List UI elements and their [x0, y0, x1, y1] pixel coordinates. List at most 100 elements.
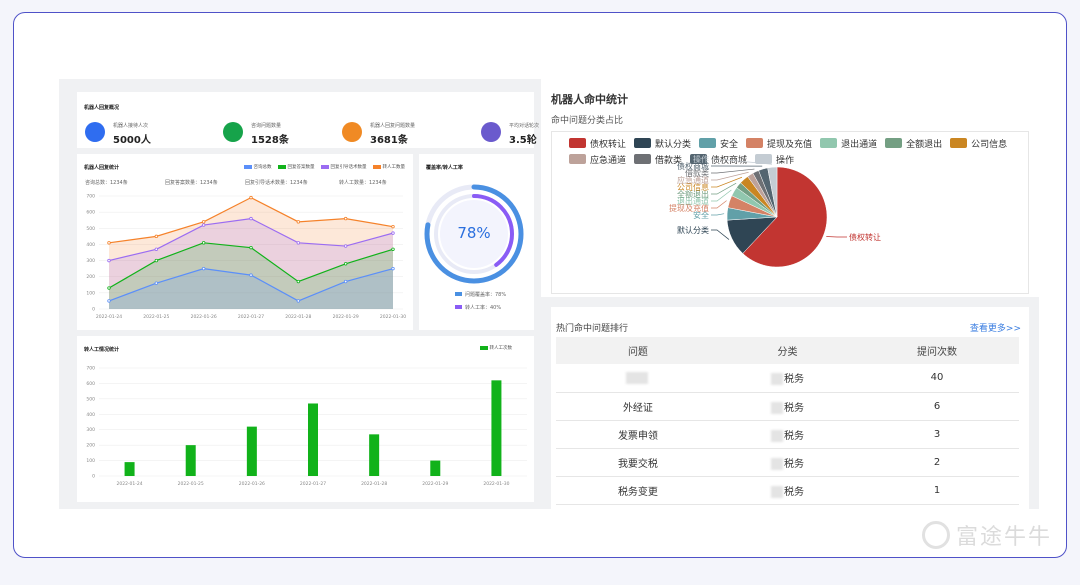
ranking-table: 问题 分类 提问次数 税务 40 外经证 税务 6 发票申领 税务 3 我要交税 税务 2 税务变更税…: [556, 337, 1019, 505]
pie-legend-item[interactable]: 默认分类: [634, 137, 691, 150]
pie-label: 债权商城: [677, 161, 709, 171]
x-tick-label: 2022-01-29: [333, 314, 359, 320]
reply-area-chart: 0 100 200 300 400 500 600 700 2022-01-24 2022-01-…: [86, 194, 406, 321]
data-point: [154, 258, 159, 263]
category-cell: 税务: [719, 364, 856, 393]
y-tick-label: 500: [86, 226, 95, 232]
pie-legend-item[interactable]: 安全: [699, 137, 738, 150]
coverage-legend-2: 转人工率：40%: [455, 304, 501, 311]
pie-legend-item[interactable]: 借款类: [634, 153, 682, 166]
pie-legend-item[interactable]: 应急通道: [569, 153, 626, 166]
table-row[interactable]: 税务 40: [556, 364, 1019, 393]
pie-label: 安全: [693, 210, 709, 220]
overview-label: 机器人接待人次: [113, 123, 149, 129]
bar: [124, 462, 135, 476]
view-more-link[interactable]: 查看更多>>: [969, 324, 1021, 334]
data-point: [296, 279, 301, 284]
header-question: 问题: [556, 337, 720, 364]
pie-label: 默认分类: [677, 225, 709, 235]
pie-legend: 债权转让 默认分类 安全 提现及充值 退出通道 全额退出 公司信息应急通道 借款类 债权商城 操作: [569, 137, 1029, 166]
watermark: 富途牛牛: [921, 519, 1052, 551]
count-cell: 6: [855, 392, 1019, 421]
coverage-ring: [424, 184, 524, 284]
bar: [369, 434, 380, 476]
table-row[interactable]: 税务变更 税务 1: [556, 476, 1019, 505]
question-cell: 发票申领: [556, 420, 720, 449]
data-point: [343, 279, 348, 284]
x-tick-label: 2022-01-29: [422, 481, 448, 487]
count-cell: 1: [855, 476, 1019, 505]
summary-text: 咨询总数：1234条: [85, 180, 128, 186]
pie-legend-item[interactable]: 操作: [755, 153, 794, 166]
x-tick-label: 2022-01-24: [116, 481, 142, 487]
legend-item: 回复答案数量: [277, 164, 315, 170]
bar: [185, 445, 196, 476]
x-tick-label: 2022-01-25: [178, 481, 204, 487]
transfer-arc: [434, 194, 514, 274]
x-tick-label: 2022-01-30: [483, 481, 509, 487]
pie-legend-item[interactable]: 债权转让: [569, 137, 626, 150]
pie-label-line: [711, 176, 743, 188]
table-row[interactable]: 我要交税 税务 2: [556, 448, 1019, 477]
data-point: [154, 247, 159, 251]
coverage-card: 覆盖率/转人工率 78% 问题覆盖率：78% 转人工率：40%: [419, 154, 534, 330]
transfer-stats-title: 转人工情况统计: [84, 347, 120, 353]
data-point: [296, 241, 301, 245]
data-point: [296, 299, 301, 303]
redacted-text: [770, 429, 783, 442]
count-cell: 2: [855, 448, 1019, 477]
overview-label: 平均对话轮次: [509, 123, 540, 129]
y-tick-label: 400: [86, 412, 95, 418]
coverage-title: 覆盖率/转人工率: [426, 165, 463, 171]
data-point: [154, 281, 159, 285]
table-row[interactable]: 发票申领 税务 3: [556, 420, 1019, 449]
overview-label: 机器人回复问题数量: [370, 123, 416, 129]
pie-legend-item[interactable]: 提现及充值: [746, 137, 812, 150]
category-cell: 税务: [719, 476, 856, 505]
pie-label: 借款类: [685, 168, 709, 178]
coverage-legend-1: 问题覆盖率：78%: [455, 291, 506, 298]
data-point: [201, 220, 206, 224]
data-point: [296, 220, 301, 224]
coverage-percent: 78%: [457, 224, 491, 242]
redacted-text: [626, 371, 649, 384]
count-cell: 3: [855, 420, 1019, 449]
x-tick-label: 2022-01-26: [191, 314, 217, 320]
category-cell: 税务: [719, 448, 856, 477]
avatar-icon: [85, 122, 105, 142]
pie-label: 提现及充值: [669, 203, 709, 213]
data-point: [249, 245, 253, 250]
avatar-icon: [481, 122, 501, 142]
summary-text: 回复答案数量：1234条: [165, 180, 218, 186]
series-area: [109, 218, 393, 309]
question-cell: 外经证: [556, 392, 720, 421]
data-point: [343, 216, 348, 221]
pie-label-line: [711, 171, 749, 181]
redacted-text: [770, 485, 783, 498]
legend-item: 咨询总数: [243, 164, 272, 170]
data-point: [249, 216, 253, 221]
y-tick-label: 700: [86, 194, 95, 200]
pie-legend-item[interactable]: 退出通道: [820, 137, 877, 150]
table-row[interactable]: 外经证 税务 6: [556, 392, 1019, 421]
hit-stats-title: 机器人命中统计: [551, 93, 628, 106]
pie-legend-item[interactable]: 全额退出: [885, 137, 942, 150]
hit-stats-card: 机器人命中统计 命中问题分类占比 债权转让 默认分类 安全 提现及充值 退出通道 全额退出…: [541, 79, 1039, 297]
bar: [491, 380, 502, 476]
hit-stats-subtitle: 命中问题分类占比: [551, 116, 624, 126]
overview-item: 机器人接待人次 5000人: [85, 120, 195, 148]
pie-label-line: [711, 158, 773, 165]
pie-frame: [551, 131, 1029, 294]
pie-label-line: [711, 168, 755, 174]
question-cell: 我要交税: [556, 448, 720, 477]
overview-card: 机器人回复概况 机器人接待人次 5000人 咨询问题数量 1528条 机器人回复问题数量…: [77, 92, 539, 148]
overview-value: 3.5轮: [509, 135, 537, 146]
coverage-arc: [424, 184, 524, 284]
pie-legend-item[interactable]: 公司信息: [950, 137, 1007, 150]
data-point: [343, 262, 348, 266]
avatar-icon: [223, 122, 243, 142]
overview-label: 咨询问题数量: [251, 123, 282, 129]
pie-legend-item[interactable]: 债权商城: [690, 153, 747, 166]
y-tick-label: 600: [86, 210, 95, 216]
